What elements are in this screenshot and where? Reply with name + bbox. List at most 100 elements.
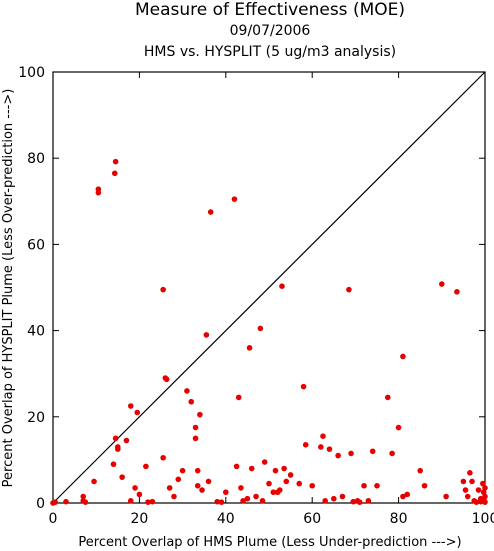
data-point (127, 498, 134, 504)
data-point (82, 499, 89, 505)
chart-date: 09/07/2006 (230, 23, 311, 39)
data-point (475, 487, 482, 493)
data-point (283, 478, 290, 485)
data-point (63, 498, 69, 505)
data-point (132, 485, 138, 491)
data-point (149, 498, 156, 505)
data-point (454, 289, 460, 295)
data-point (253, 493, 259, 500)
data-point (439, 281, 445, 287)
data-point (482, 493, 488, 500)
data-point (194, 482, 201, 489)
data-point (469, 478, 475, 485)
data-point (179, 467, 186, 474)
y-tick-label: 60 (27, 237, 45, 253)
data-point (477, 498, 484, 505)
data-point (160, 286, 166, 293)
data-point (300, 383, 307, 390)
data-point (389, 450, 395, 457)
chart-title: Measure of Effectiveness (MOE) (135, 0, 405, 20)
data-point (143, 463, 149, 470)
data-point (480, 480, 486, 487)
data-point (188, 398, 195, 405)
data-point (462, 487, 469, 493)
data-point (482, 485, 488, 491)
y-tick-label: 100 (18, 65, 45, 81)
data-point (365, 498, 372, 504)
data-point (127, 403, 134, 409)
data-point (296, 480, 303, 487)
data-point (374, 482, 380, 489)
data-point (115, 444, 121, 450)
data-point (361, 482, 367, 489)
data-point (240, 498, 246, 504)
data-point (287, 472, 294, 478)
data-point (404, 491, 411, 498)
data-point (400, 353, 406, 360)
data-point (279, 283, 285, 290)
data-point (261, 459, 268, 465)
data-point (184, 388, 190, 394)
data-point (385, 394, 391, 401)
data-point (145, 499, 151, 505)
data-point (119, 474, 125, 480)
data-point (214, 498, 220, 505)
data-point (348, 450, 354, 457)
data-point (266, 480, 272, 487)
data-point (136, 491, 143, 498)
y-tick-label: 0 (36, 496, 45, 512)
data-point (259, 498, 266, 504)
y-tick-label: 80 (27, 151, 45, 167)
data-point (231, 196, 238, 202)
data-point (320, 433, 326, 439)
data-point (112, 158, 119, 165)
x-tick-label: 80 (390, 511, 408, 527)
data-point (281, 465, 287, 472)
diagonal-reference-line (52, 71, 486, 504)
data-point (395, 424, 402, 431)
plot-area: 0 20 40 60 80 100 0 20 40 60 80 100 (18, 65, 494, 527)
data-point (350, 498, 357, 505)
x-axis-label: Percent Overlap of HMS Plume (Less Under… (78, 535, 461, 550)
data-point (238, 485, 244, 491)
data-point (223, 489, 229, 496)
data-point (207, 209, 214, 215)
data-point (197, 411, 203, 418)
data-point (270, 489, 277, 496)
data-point (111, 170, 118, 177)
data-point (95, 189, 102, 196)
x-tick-label: 20 (130, 511, 148, 527)
data-point (244, 495, 251, 502)
data-point (369, 448, 376, 455)
data-point (331, 495, 337, 502)
data-point (335, 452, 341, 459)
data-point (160, 454, 166, 461)
x-tick-label: 40 (217, 511, 235, 527)
data-point (246, 345, 253, 351)
plot-frame (52, 71, 486, 504)
data-point (171, 493, 177, 500)
x-tick-label: 0 (49, 511, 58, 527)
data-point (356, 499, 363, 505)
data-point (203, 332, 210, 338)
data-point (272, 467, 279, 474)
data-point (467, 470, 473, 476)
data-point (123, 437, 130, 444)
x-tick-label: 100 (472, 511, 494, 527)
data-point (421, 482, 428, 489)
data-point (309, 482, 316, 489)
data-point (205, 478, 212, 485)
data-point (464, 493, 471, 500)
data-point (248, 465, 255, 472)
data-point (218, 499, 225, 505)
data-point (443, 493, 449, 500)
data-point (175, 476, 182, 483)
data-point (192, 424, 199, 431)
data-point (322, 498, 328, 504)
data-point (192, 435, 199, 442)
data-point (199, 487, 205, 493)
y-tick-label: 40 (27, 324, 45, 340)
data-point (482, 499, 488, 505)
data-point (163, 376, 170, 383)
